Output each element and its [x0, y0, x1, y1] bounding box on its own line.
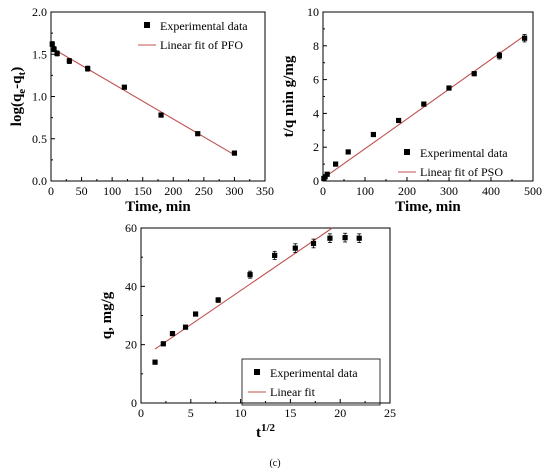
x-axis-label: Time, min [395, 199, 461, 215]
data-point [247, 272, 253, 278]
legend-box [241, 358, 381, 406]
legend-label: Linear fit of PFO [160, 38, 243, 52]
y-tick-label: 0.0 [32, 174, 47, 188]
data-point [85, 66, 91, 72]
x-tick-label: 0 [48, 184, 54, 198]
y-tick-label: 2 [313, 140, 319, 154]
y-tick-label: 10 [307, 5, 319, 19]
y-tick-label: 20 [125, 338, 137, 352]
fit-line [50, 47, 235, 156]
data-point [54, 50, 60, 57]
y-tick-label: 2.0 [32, 5, 47, 19]
y-tick-label: 1.0 [32, 90, 47, 104]
data-point [231, 150, 238, 156]
x-tick-label: 500 [524, 184, 542, 198]
y-tick-label: 0.5 [32, 132, 47, 146]
data-point [333, 161, 339, 167]
data-point [327, 235, 333, 241]
data-point [471, 71, 477, 77]
y-tick-label: 1.5 [32, 47, 47, 61]
y-tick-label: 60 [125, 221, 137, 235]
y-tick-label: 8 [313, 39, 319, 53]
legend-label: Experimental data [160, 19, 248, 33]
data-point [272, 252, 278, 259]
y-axis-label-part: -q [9, 75, 25, 89]
data-point [522, 35, 528, 41]
data-point [158, 112, 164, 118]
x-tick-label: 250 [195, 184, 213, 198]
fit-line [322, 35, 525, 179]
x-tick-label: 0 [320, 184, 326, 198]
x-axis-label: Time, min [125, 199, 191, 215]
x-tick-label: 50 [76, 184, 88, 198]
data-point [160, 341, 166, 347]
data-point [310, 240, 317, 247]
x-axis-label-base: t [256, 425, 261, 441]
data-point [169, 330, 176, 337]
chart-pso: 0 100 200 300 400 500 0 2 4 6 8 10 Time, min t/q min … [281, 5, 542, 215]
data-point [342, 235, 348, 241]
chart-intraparticle: 0 5 10 15 20 25 0 20 40 60 t1/2 q, mg/g Experimental… [99, 221, 396, 441]
data-point [215, 297, 221, 303]
legend-label: Linear fit [270, 385, 316, 399]
y-tick-label: 4 [313, 106, 319, 120]
y-axis-label-part: e [16, 89, 28, 94]
data-point [51, 46, 57, 52]
x-axis-label-sup: 1/2 [261, 422, 276, 434]
legend-marker [404, 149, 410, 155]
data-point [121, 84, 127, 90]
data-point [345, 149, 351, 155]
y-tick-label: 0 [131, 396, 137, 410]
legend-marker [254, 369, 260, 375]
x-tick-label: 300 [440, 184, 458, 198]
x-tick-label: 300 [225, 184, 243, 198]
data-point [195, 131, 201, 137]
y-axis-label: log(qe-qt) [9, 67, 28, 126]
data-point [370, 131, 376, 138]
y-tick-label: 0 [313, 174, 319, 188]
y-tick-label: 40 [125, 279, 137, 293]
data-point [182, 324, 189, 330]
data-point [496, 53, 502, 59]
data-point [66, 58, 72, 64]
x-tick-label: 100 [103, 184, 121, 198]
legend-label: Experimental data [420, 146, 508, 160]
y-axis-label: q, mg/g [99, 291, 115, 339]
data-point [356, 235, 362, 241]
data-point [324, 171, 330, 177]
y-axis-label-part: ) [9, 67, 25, 72]
data-point [421, 101, 427, 107]
legend-label: Linear fit of PSO [420, 165, 503, 179]
x-tick-label: 10 [235, 406, 247, 420]
data-point [49, 41, 55, 47]
x-tick-label: 5 [188, 406, 194, 420]
x-tick-label: 15 [284, 406, 296, 420]
fit-line [154, 227, 333, 350]
y-tick-label: 6 [313, 73, 319, 87]
legend-label: Experimental data [270, 366, 358, 380]
data-point [446, 85, 452, 91]
data-point [152, 359, 158, 365]
data-point [192, 311, 199, 317]
data-point [396, 117, 402, 124]
legend-marker [144, 22, 150, 28]
figure-caption: (c) [269, 458, 280, 469]
x-tick-label: 350 [256, 184, 274, 198]
x-tick-label: 400 [482, 184, 500, 198]
y-axis-label: t/q min g/mg [281, 55, 297, 137]
x-tick-label: 20 [334, 406, 346, 420]
x-axis-label: t1/2 [256, 422, 276, 441]
x-tick-label: 0 [138, 406, 144, 420]
x-tick-label: 200 [164, 184, 182, 198]
data-point [292, 245, 298, 251]
x-tick-label: 100 [356, 184, 374, 198]
y-axis-label-part: log(q [9, 93, 25, 126]
y-axis-label-part: t [16, 71, 28, 75]
x-tick-label: 25 [384, 406, 396, 420]
x-tick-label: 200 [398, 184, 416, 198]
x-tick-label: 150 [134, 184, 152, 198]
chart-pfo: 0 50 100 150 200 250 300 350 0.0 0.5 1.0 1.5 2.0 Time… [9, 5, 274, 215]
